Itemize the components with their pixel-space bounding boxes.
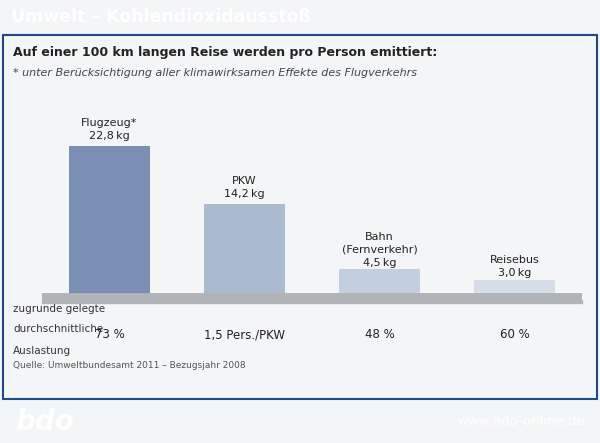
Text: durchschnittliche: durchschnittliche [13, 324, 103, 334]
Text: 1,5 Pers./PKW: 1,5 Pers./PKW [204, 328, 285, 341]
Text: www.bdo-online.de: www.bdo-online.de [457, 416, 585, 428]
Bar [42, 300, 582, 303]
Text: Auslastung: Auslastung [13, 346, 71, 356]
Text: Quelle: Umweltbundesamt 2011 – Bezugsjahr 2008: Quelle: Umweltbundesamt 2011 – Bezugsjah… [13, 361, 246, 369]
Text: 48 %: 48 % [365, 328, 394, 341]
Text: Flugzeug*
22,8 kg: Flugzeug* 22,8 kg [82, 118, 137, 141]
Bar [339, 269, 420, 300]
Text: Bahn
(Fernverkehr)
4,5 kg: Bahn (Fernverkehr) 4,5 kg [341, 232, 418, 268]
Text: Umwelt – Kohlendioxidausstoß: Umwelt – Kohlendioxidausstoß [11, 8, 311, 26]
Text: Auf einer 100 km langen Reise werden pro Person emittiert:: Auf einer 100 km langen Reise werden pro… [13, 46, 437, 59]
Bar [474, 280, 555, 300]
Text: 60 %: 60 % [500, 328, 529, 341]
Text: bdo: bdo [15, 408, 74, 436]
Text: 73 %: 73 % [95, 328, 124, 341]
Bar [204, 204, 285, 300]
Bar [69, 146, 150, 300]
Text: PKW
14,2 kg: PKW 14,2 kg [224, 176, 265, 198]
Text: * unter Berücksichtigung aller klimawirksamen Effekte des Flugverkehrs: * unter Berücksichtigung aller klimawirk… [13, 68, 417, 78]
Text: zugrunde gelegte: zugrunde gelegte [13, 304, 106, 315]
Text: Reisebus
3,0 kg: Reisebus 3,0 kg [490, 255, 539, 278]
